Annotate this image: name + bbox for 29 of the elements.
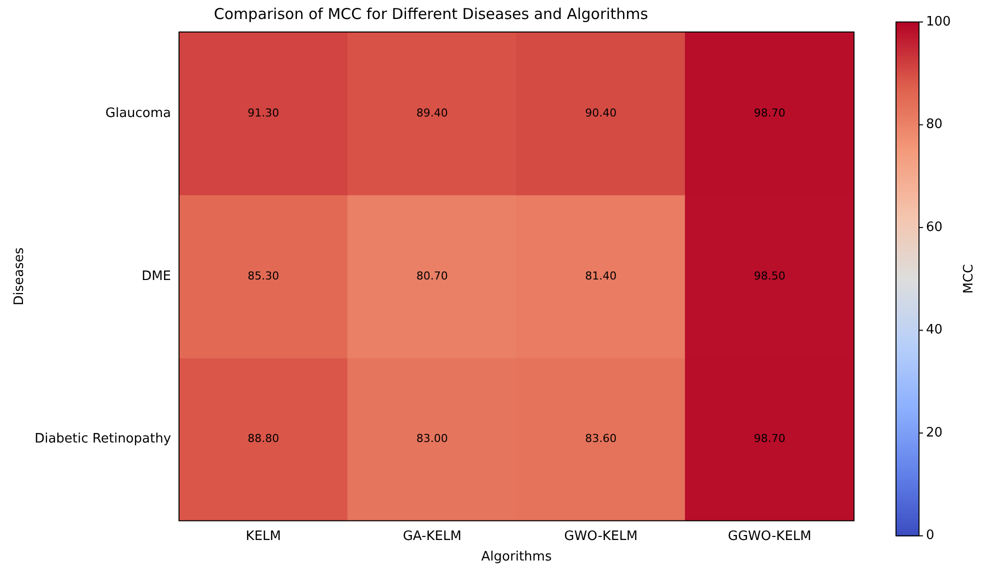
chart-title: Comparison of MCC for Different Diseases and Algorithms <box>214 4 648 23</box>
color-bar-label: 60 <box>926 220 943 235</box>
data-label: 90.40 <box>585 106 617 120</box>
x-tick-label: GGWO-KELM <box>728 528 812 544</box>
x-tick-label: GWO-KELM <box>564 528 638 544</box>
data-label: 80.70 <box>416 269 448 282</box>
y-axis-title: Diseases <box>12 247 28 306</box>
data-label: 89.40 <box>416 106 448 120</box>
data-label: 85.30 <box>248 269 280 282</box>
color-bar-label: 40 <box>926 322 943 338</box>
x-tick-label: GA-KELM <box>402 528 462 544</box>
data-label: 98.70 <box>754 432 786 446</box>
data-label: 83.00 <box>416 432 448 446</box>
y-tick-label: DME <box>142 268 172 284</box>
y-tick-label: Diabetic Retinopathy <box>34 432 172 447</box>
color-bar-label: 20 <box>926 425 943 440</box>
data-label: 91.30 <box>248 106 280 120</box>
data-label: 81.40 <box>585 269 617 282</box>
color-bar-label: 0 <box>926 528 934 544</box>
y-tick-label: Glaucoma <box>105 106 172 121</box>
data-label: 98.70 <box>754 106 786 120</box>
data-label: 83.60 <box>585 432 617 446</box>
color-bar-title: MCC <box>961 264 976 294</box>
color-bar-label: 80 <box>926 117 943 132</box>
color-bar-label: 100 <box>926 14 951 30</box>
x-axis-title: Algorithms <box>481 550 552 565</box>
data-label: 98.50 <box>754 269 786 282</box>
x-tick-label: KELM <box>246 528 281 544</box>
data-label: 88.80 <box>248 432 280 446</box>
